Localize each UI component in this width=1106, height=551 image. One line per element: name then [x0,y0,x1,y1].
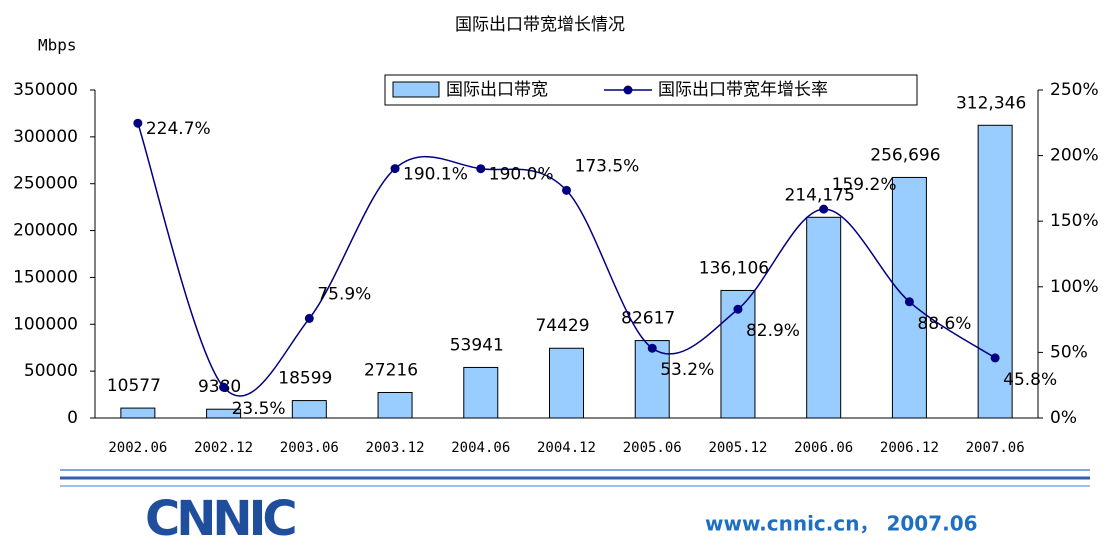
y-tick-label: 100000 [13,314,78,334]
line-label: 159.2% [832,175,897,195]
x-tick-label: 2004.12 [537,440,596,456]
bar-label: 136,106 [699,258,769,278]
y2-tick-label: 200% [1050,146,1099,166]
x-tick-label: 2007.06 [966,440,1025,456]
x-tick-label: 2002.12 [194,440,253,456]
bar [977,124,1013,419]
legend-swatch [392,81,440,98]
y-tick-label: 350000 [13,80,78,100]
logo: CNNIC [145,491,295,547]
chart-title: 国际出口带宽增长情况 [455,15,625,35]
bar [120,407,156,419]
line-point [647,343,657,353]
line-label: 53.2% [660,360,714,380]
bar [377,391,413,419]
bar [206,408,242,419]
y2-tick-label: 0% [1050,408,1077,428]
line-point [476,164,486,174]
line-point [990,353,1000,363]
line-label: 190.0% [489,165,554,185]
bar [291,400,327,419]
line-label: 88.6% [917,314,971,334]
line [137,122,996,397]
bar-label: 256,696 [870,145,940,165]
y-tick-label: 250000 [13,174,78,194]
x-tick-label: 2006.06 [794,440,853,456]
line-point [133,118,143,128]
y2-tick-label: 150% [1050,211,1099,231]
line-label: 23.5% [232,399,286,419]
x-tick-label: 2002.06 [108,440,167,456]
x-tick-label: 2006.12 [880,440,939,456]
y2-tick-label: 50% [1050,342,1088,362]
bar-label: 74429 [535,316,589,336]
line-label: 173.5% [575,156,640,176]
y2-tick-label: 100% [1050,277,1099,297]
legend-label: 国际出口带宽年增长率 [658,80,828,100]
line-label: 45.8% [1003,370,1057,390]
y-tick-label: 300000 [13,127,78,147]
line-point [219,382,229,392]
y-axis-label: Mbps [38,36,77,55]
y-tick-label: 200000 [13,221,78,241]
line-point [562,185,571,195]
line-point [904,297,914,307]
y-tick-label: 150000 [13,267,78,287]
x-tick-label: 2004.06 [451,440,510,456]
line-point [733,304,743,314]
y-tick-label: 50000 [24,361,78,381]
bar [806,216,842,419]
legend-swatch [623,85,633,95]
bar-label: 18599 [278,369,332,389]
line-point [304,313,314,323]
line-label: 224.7% [146,119,211,139]
footer-lines [60,469,1090,487]
bar-label: 82617 [621,309,675,329]
y2-tick-label: 250% [1050,80,1099,100]
line-label: 82.9% [746,321,800,341]
bar-label: 27216 [364,360,418,380]
x-tick-label: 2003.12 [366,440,425,456]
x-tick-label: 2005.12 [708,440,767,456]
bar [463,366,499,419]
bar [549,347,584,419]
bar-label: 53941 [450,335,504,355]
line-point [819,204,829,214]
footer-text: www.cnnic.cn， 2007.06 [705,512,978,536]
legend-label: 国际出口带宽 [446,80,548,100]
bar-label: 10577 [107,376,161,396]
x-tick-label: 2003.06 [280,440,339,456]
x-tick-label: 2005.06 [623,440,682,456]
bar-label: 312,346 [956,93,1026,113]
line-point [390,164,400,174]
legend: 国际出口带宽 国际出口带宽年增长率 [384,74,918,106]
bar-label: 214,175 [785,185,855,205]
y-tick-label: 0 [67,408,78,428]
line-label: 75.9% [317,284,371,304]
line-label: 190.1% [403,165,468,185]
